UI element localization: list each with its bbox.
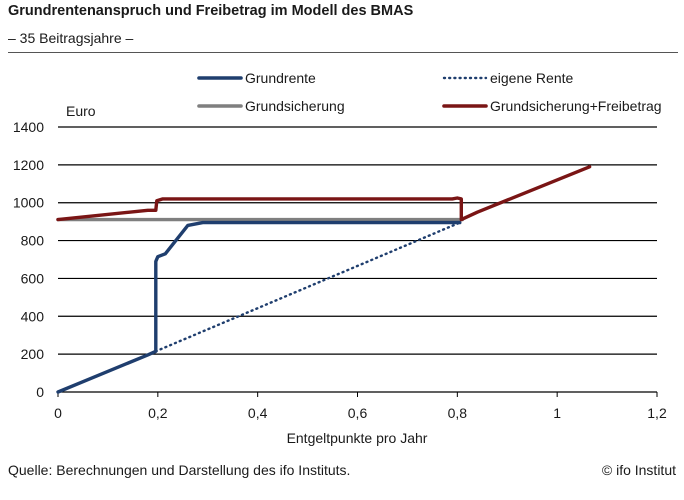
- chart-subtitle: – 35 Beitragsjahre –: [8, 30, 134, 46]
- x-tick-label: 0,4: [248, 405, 268, 421]
- series-line-grundrente: [56, 220, 462, 394]
- x-tick-label: 0,6: [348, 405, 368, 421]
- legend-entry: Grundrente: [245, 70, 316, 86]
- x-tick-label: 0,8: [448, 405, 468, 421]
- series-line-eigene-rente: [154, 221, 461, 353]
- x-tick-label: 1: [553, 405, 561, 421]
- y-tick-label: 1000: [13, 195, 44, 211]
- x-tick-label: 0: [54, 405, 62, 421]
- y-tick-label: 0: [36, 384, 44, 400]
- series-group: [56, 165, 592, 394]
- source-note: Quelle: Berechnungen und Darstellung des…: [8, 462, 351, 478]
- copyright-note: © ifo Institut: [601, 462, 676, 478]
- axes: 0 200 400 600 800 1000 1200 1400 0 0,2 0,4 0,6 0,8 1 1…: [13, 119, 667, 421]
- gridlines: [58, 126, 657, 393]
- chart-title: Grundrentenanspruch und Freibetrag im Mo…: [8, 3, 414, 19]
- y-tick-label: 1400: [13, 119, 44, 135]
- y-axis-label: Euro: [66, 103, 96, 119]
- series-line-grundsicherung-freibetrag: [56, 165, 592, 222]
- y-tick-label: 600: [21, 270, 45, 286]
- y-tick-label: 800: [21, 233, 45, 249]
- legend-entry: Grundsicherung+Freibetrag: [490, 98, 662, 114]
- title-divider: [8, 52, 678, 53]
- legend-entry: eigene Rente: [490, 70, 574, 86]
- x-tick-label: 1,2: [647, 405, 667, 421]
- legend: Grundrente eigene Rente Grundsicherung Grun…: [197, 70, 662, 114]
- x-tick-label: 0,2: [148, 405, 168, 421]
- y-tick-label: 200: [21, 346, 45, 362]
- y-tick-label: 1200: [13, 157, 44, 173]
- y-tick-label: 400: [21, 308, 45, 324]
- x-axis-label: Entgeltpunkte pro Jahr: [287, 430, 428, 446]
- legend-entry: Grundsicherung: [245, 98, 345, 114]
